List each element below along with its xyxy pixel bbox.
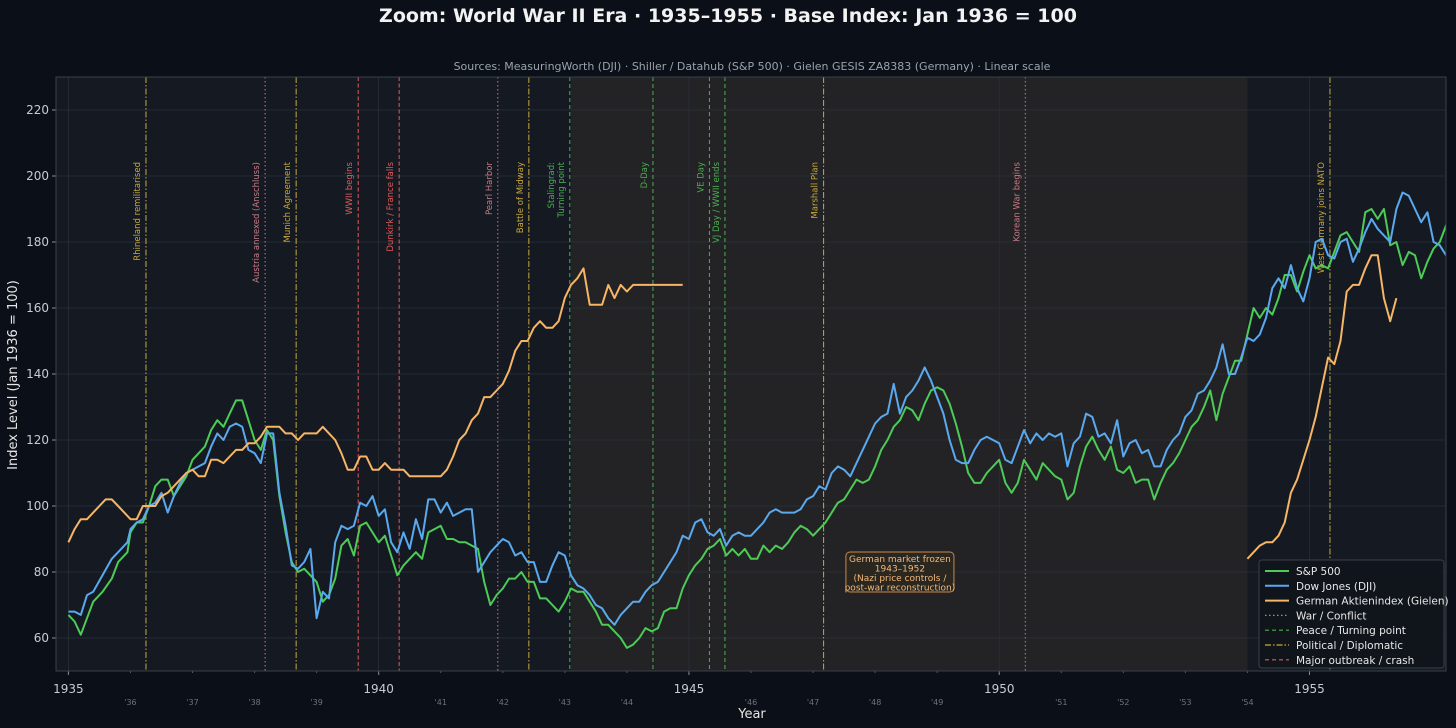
x-minor-tick-label: '41	[435, 698, 447, 707]
annotation-line-0: German market frozen	[849, 555, 951, 565]
event-label-4: Dunkirk / France falls	[386, 161, 396, 251]
x-minor-tick-label: '51	[1055, 698, 1067, 707]
annotation-line-1: 1943–1952	[875, 565, 925, 575]
y-tick-label: 220	[26, 103, 49, 117]
x-tick-label: 1945	[674, 682, 705, 696]
x-axis-label: Year	[737, 707, 766, 722]
legend-entry-0: S&P 500	[1296, 566, 1341, 578]
x-minor-tick-label: '39	[310, 698, 322, 707]
legend-entry-4: Peace / Turning point	[1296, 625, 1406, 637]
y-axis-label: Index Level (Jan 1936 = 100)	[6, 280, 21, 470]
plot-frame	[55, 76, 1447, 672]
annotation-box	[845, 551, 955, 593]
x-minor-tick-label: '38	[248, 698, 260, 707]
event-label-8: D-Day	[640, 162, 650, 188]
x-minor-tick-label: '54	[1241, 698, 1253, 707]
x-minor-tick-label: '42	[497, 698, 509, 707]
chart-title: Zoom: World War II Era · 1935–1955 · Bas…	[379, 5, 1077, 27]
annotation-line-2: (Nazi price controls /	[853, 574, 947, 584]
chart-subtitle: Sources: MeasuringWorth (DJI) · Shiller …	[454, 60, 1051, 73]
x-tick-label: 1955	[1294, 682, 1325, 696]
event-label-13: West Germany joins NATO	[1317, 162, 1327, 274]
event-label-5: Pearl Harbor	[485, 162, 495, 216]
series-line-1	[68, 191, 1446, 626]
event-layer: Rhineland remilitarised Austria annexed (…	[133, 77, 1331, 671]
legend-box	[1258, 559, 1445, 669]
event-label-12: Korean War begins	[1012, 161, 1022, 241]
x-tick-label: 1950	[984, 682, 1015, 696]
event-label-0: Rhineland remilitarised	[133, 162, 143, 261]
x-minor-tick-label: '48	[869, 698, 881, 707]
x-minor-tick-label: '36	[124, 698, 136, 707]
annotation-line-3: post-war reconstruction)	[845, 584, 956, 594]
event-label-3: WWII begins	[345, 161, 355, 214]
x-minor-tick-label: '44	[621, 698, 633, 707]
legend-entry-3: War / Conflict	[1296, 610, 1367, 622]
x-minor-tick-label: '53	[1179, 698, 1191, 707]
event-label-7: Turning point	[557, 161, 567, 218]
event-label-10: VJ Day / WWII ends	[712, 161, 722, 243]
x-minor-tick-label: '37	[186, 698, 198, 707]
event-label-7: Stalingrad:	[547, 162, 557, 208]
series-line-2	[67, 267, 683, 543]
y-tick-label: 140	[26, 367, 49, 381]
x-minor-tick-label: '52	[1117, 698, 1129, 707]
series-line-3	[1246, 254, 1398, 560]
event-label-11: Marshall Plan	[811, 162, 821, 219]
y-tick-label: 180	[26, 235, 49, 249]
legend-entry-6: Major outbreak / crash	[1296, 655, 1414, 667]
x-minor-tick-label: '46	[745, 698, 757, 707]
y-tick-label: 160	[26, 301, 49, 315]
legend: S&P 500 Dow Jones (DJI) German Aktienindex…	[1258, 559, 1449, 669]
series-layer	[67, 191, 1446, 649]
x-minor-tick-label: '43	[559, 698, 571, 707]
legend-entry-5: Political / Diplomatic	[1296, 640, 1403, 652]
y-tick-label: 200	[26, 169, 49, 183]
x-tick-label: 1940	[363, 682, 394, 696]
y-tick-label: 60	[34, 631, 49, 645]
event-label-2: Munich Agreement	[283, 161, 293, 242]
axis-layer: 60 80 100 120 140 160 180 200 220 1935 1940 1945 195…	[26, 76, 1447, 707]
event-label-9: VE Day	[696, 162, 706, 193]
x-tick-label: 1935	[53, 682, 84, 696]
y-tick-label: 80	[34, 565, 49, 579]
series-line-0	[67, 208, 1446, 649]
x-minor-tick-label: '49	[931, 698, 943, 707]
event-label-6: Battle of Midway	[516, 162, 526, 233]
x-minor-tick-label: '47	[807, 698, 819, 707]
legend-entry-1: Dow Jones (DJI)	[1296, 581, 1376, 593]
y-tick-label: 100	[26, 499, 49, 513]
legend-entry-2: German Aktienindex (Gielen)	[1296, 596, 1449, 608]
y-tick-label: 120	[26, 433, 49, 447]
event-label-1: Austria annexed (Anschluss)	[252, 162, 262, 283]
